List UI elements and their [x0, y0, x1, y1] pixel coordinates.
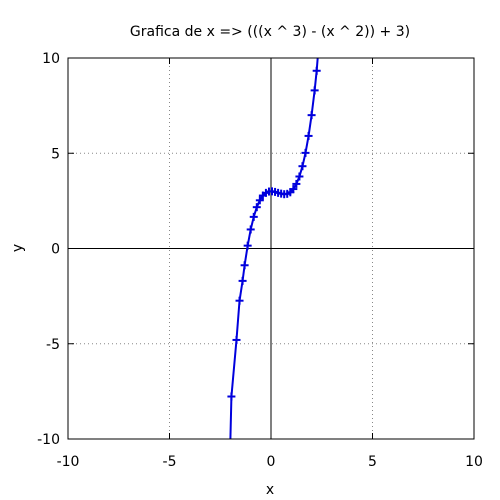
y-axis-label: y	[10, 244, 26, 252]
data-point	[312, 66, 321, 75]
x-tick-label: 5	[368, 454, 377, 470]
data-point	[227, 392, 236, 401]
data-point	[301, 148, 310, 157]
data-point	[292, 179, 301, 188]
y-tick-label: 10	[42, 51, 60, 67]
series	[227, 58, 321, 439]
data-point	[289, 185, 298, 194]
x-tick-label: -5	[163, 454, 177, 470]
x-tick-label: 0	[267, 454, 276, 470]
data-point	[240, 261, 249, 270]
chart-title: Grafica de x => (((x ^ 3) - (x ^ 2)) + 3…	[130, 24, 410, 40]
x-axis-label: x	[266, 482, 274, 498]
y-tick-label: -10	[37, 432, 60, 448]
data-point	[307, 111, 316, 120]
y-tick-label: -5	[46, 337, 60, 353]
data-point	[310, 86, 319, 95]
data-point	[255, 196, 264, 205]
ticks: -10 -5 0 5 10 -10 -5 0 5 10	[37, 51, 483, 470]
data-point	[249, 212, 258, 221]
y-tick-label: 5	[51, 146, 60, 162]
y-tick-label: 0	[51, 242, 60, 258]
data-point	[243, 241, 252, 250]
data-point	[235, 296, 244, 305]
data-point	[295, 172, 304, 181]
data-point	[238, 276, 247, 285]
plot-frame	[67, 57, 475, 440]
data-point	[252, 203, 261, 212]
data-point	[298, 162, 307, 171]
data-point	[246, 225, 255, 234]
data-point	[232, 335, 241, 344]
data-point	[304, 131, 313, 140]
axes	[68, 58, 474, 439]
x-tick-label: 10	[465, 454, 483, 470]
x-tick-label: -10	[57, 454, 80, 470]
